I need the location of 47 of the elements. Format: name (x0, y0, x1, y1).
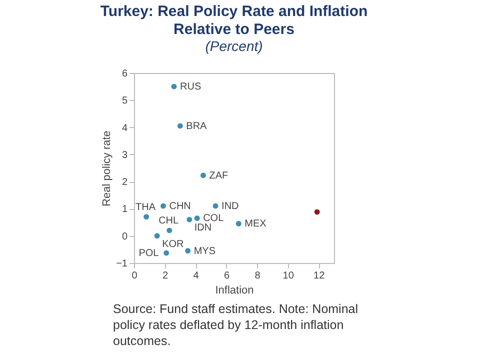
chart-subtitle: (Percent) (205, 38, 263, 54)
y-tick-label: 3 (122, 150, 128, 161)
point (185, 248, 191, 254)
x-tick-label: 0 (132, 270, 138, 282)
annotation: BRA (186, 120, 208, 132)
x-tick-label: 4 (193, 270, 200, 282)
x-tick-label: 10 (282, 270, 294, 282)
annotation: CHN (169, 201, 191, 212)
point (236, 220, 242, 226)
x-tick-label: 12 (314, 270, 326, 282)
point (177, 123, 183, 129)
y-tick-label: 4 (122, 122, 128, 134)
y-tick-label: 2 (122, 177, 128, 188)
point (194, 215, 200, 221)
x-axis-title: Inflation (215, 284, 254, 296)
point (160, 203, 166, 209)
point (314, 209, 320, 215)
source-note: Source: Fund staff estimates. Note: Nominal policy rates deflated by 12-month inflation outcomes. (113, 301, 360, 349)
point (144, 214, 150, 220)
annotation: POL (138, 248, 160, 259)
point (164, 250, 170, 256)
annotation: CHL (158, 215, 180, 226)
point (154, 233, 160, 239)
annotation: IND (222, 201, 239, 212)
annotation: IDN (194, 222, 212, 234)
annotation: MYS (194, 246, 216, 257)
annotation: COL (203, 213, 224, 224)
annotation: THA (136, 202, 156, 213)
y-axis-title: Real policy rate (101, 130, 114, 206)
annotation: MEX (244, 218, 267, 230)
chart-title: Turkey: Real Policy Rate and Inflation Relative to Peers (100, 3, 368, 38)
point (171, 84, 177, 90)
point (200, 172, 206, 178)
x-tick-label: 6 (224, 270, 230, 282)
x-tick-label: 8 (254, 270, 261, 282)
point (186, 216, 192, 222)
y-tick-label: 5 (122, 96, 128, 107)
annotation: KOR (162, 238, 184, 250)
annotation: RUS (180, 82, 202, 93)
point (212, 203, 218, 209)
point (166, 228, 172, 234)
y-tick-label: 6 (122, 68, 128, 80)
annotation: ZAF (209, 170, 228, 182)
y-tick-label: 0 (122, 231, 128, 242)
y-tick-label: −1 (116, 258, 128, 270)
y-tick-label: 1 (122, 204, 128, 216)
x-tick-label: 2 (162, 270, 168, 282)
